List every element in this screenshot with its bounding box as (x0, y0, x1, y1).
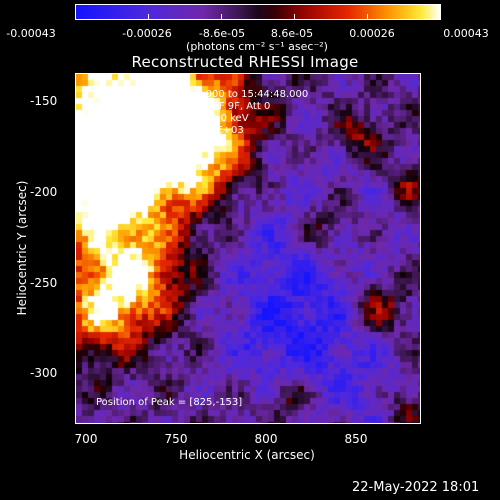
x-tick-label: 850 (344, 432, 368, 446)
timestamp: 22-May-2022 18:01 (352, 480, 480, 495)
rhessi-image-plot: 4-Aug-2015 15:42:44.000 to 15:44:48.000 … (75, 73, 421, 424)
energy-range-text: Energy Range: 25.0 - 50.0 keV (96, 113, 249, 124)
colorbar-tick (148, 14, 149, 20)
y-tick-label: -200 (30, 185, 58, 199)
colorbar (75, 4, 441, 20)
clean-counts-text: Clean Total counts: 2.98E+03 (96, 125, 244, 136)
x-tick-label: 700 (74, 432, 98, 446)
colorbar-tick (294, 14, 295, 20)
colorbar-tick-label: -0.00043 (6, 27, 56, 40)
y-tick-label: -300 (30, 366, 58, 380)
y-tick-label: -250 (30, 276, 58, 290)
colorbar-tick-label: -8.6e-05 (198, 27, 246, 40)
colorbar-units: (photons cm⁻² s⁻¹ asec⁻²) (186, 40, 328, 53)
detectors-text: Detectors: 3F 5F 6F 7F 8F 9F, Att 0 (96, 101, 271, 112)
colorbar-tick-label: -0.00026 (122, 27, 172, 40)
rhessi-image (76, 74, 420, 423)
colorbar-tick-label: 8.6e-05 (270, 27, 314, 40)
image-title: Reconstructed RHESSI Image (131, 53, 359, 71)
x-tick-label: 750 (164, 432, 188, 446)
y-tick-label: -150 (30, 94, 58, 108)
colorbar-tick-label: 0.00043 (443, 27, 489, 40)
peak-position-text: Position of Peak = [825,-153] (96, 397, 243, 408)
x-tick-label: 800 (254, 432, 278, 446)
time-range-text: 4-Aug-2015 15:42:44.000 to 15:44:48.000 (96, 89, 309, 100)
colorbar-tick (440, 14, 441, 20)
colorbar-tick-label: 0.00026 (349, 27, 395, 40)
x-axis-label: Heliocentric X (arcsec) (179, 448, 315, 462)
y-axis-label: Heliocentric Y (arcsec) (15, 180, 29, 316)
colorbar-tick (221, 14, 222, 20)
colorbar-tick (367, 14, 368, 20)
colorbar-tick (75, 14, 76, 20)
